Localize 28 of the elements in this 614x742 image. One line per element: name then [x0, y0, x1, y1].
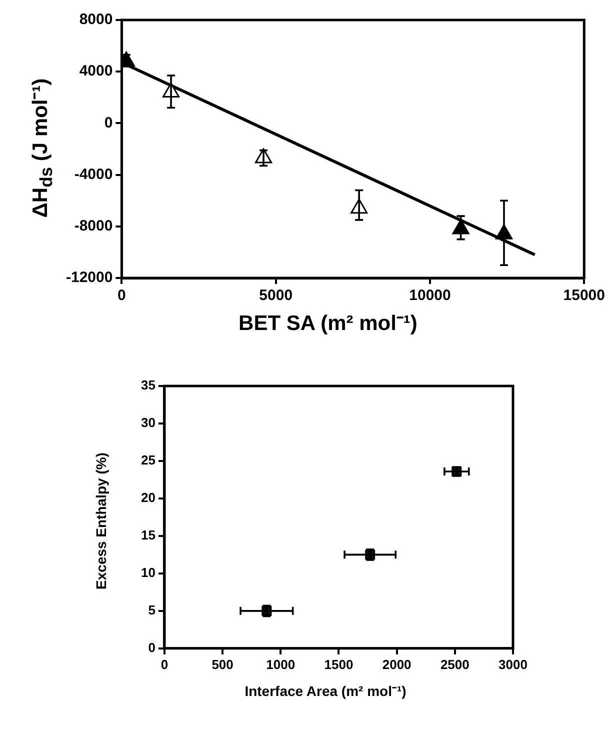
- x-tick-label: 3000: [498, 656, 528, 672]
- y-tick-label: -8000: [74, 218, 113, 235]
- y-tick-label: 8000: [79, 11, 113, 28]
- y-axis-title: Excess Enthalpy (%): [92, 452, 109, 590]
- y-tick-label: 15: [140, 527, 156, 542]
- y-tick-label: 20: [140, 490, 156, 505]
- y-tick-label: 5: [148, 602, 156, 618]
- y-tick-label: 25: [140, 452, 156, 468]
- x-tick-label: 1000: [266, 656, 296, 672]
- y-tick-label: 0: [104, 114, 113, 132]
- x-tick-label: 500: [212, 656, 234, 672]
- y-tick-label: -4000: [74, 166, 113, 183]
- x-tick-label: 15000: [563, 287, 606, 304]
- y-tick-label: -12000: [66, 269, 113, 286]
- y-tick-label: 0: [148, 640, 156, 655]
- x-axis-title: BET SA (m² mol⁻¹): [238, 311, 418, 336]
- x-tick-label: 2000: [382, 656, 412, 672]
- x-tick-label: 1500: [324, 656, 354, 672]
- y-tick-label: 4000: [79, 62, 113, 80]
- x-tick-label: 10000: [409, 287, 451, 304]
- y-tick-label: 10: [140, 564, 156, 580]
- x-tick-label: 0: [160, 656, 168, 672]
- x-tick-label: 0: [118, 287, 126, 304]
- y-tick-label: 35: [140, 377, 156, 392]
- y-tick-label: 30: [140, 414, 156, 430]
- x-tick-label: 5000: [259, 287, 293, 304]
- x-tick-label: 2500: [440, 656, 470, 672]
- x-axis-title: Interface Area (m² mol⁻¹): [244, 682, 408, 700]
